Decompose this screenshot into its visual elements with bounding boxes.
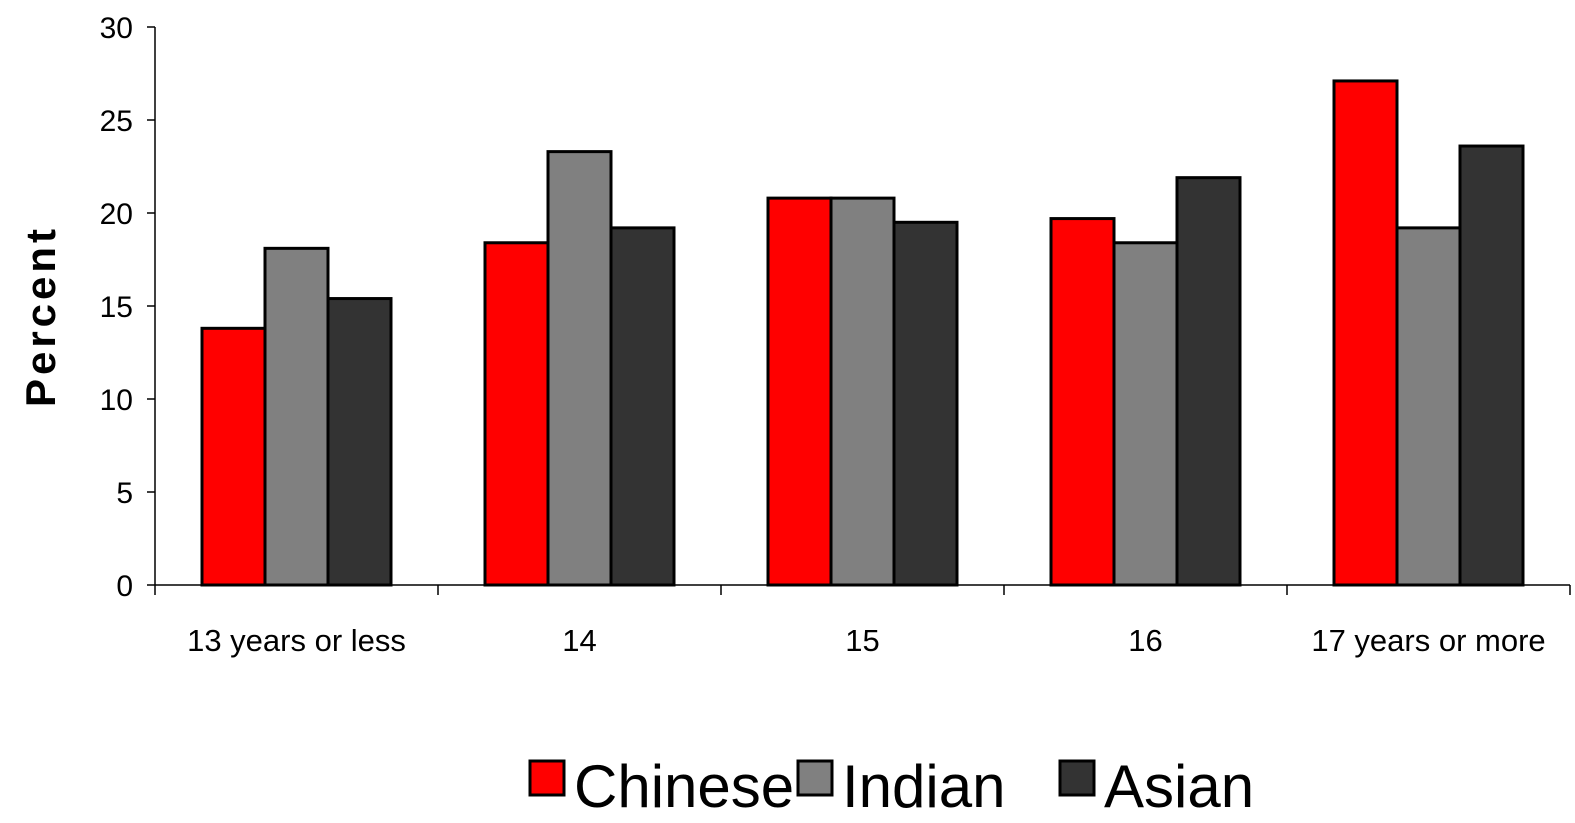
legend-label-indian: Indian (842, 753, 1005, 820)
y-tick-label: 5 (116, 477, 133, 510)
legend-label-asian: Asian (1104, 753, 1254, 820)
series-indian (263, 150, 1462, 587)
bar-chinese-3 (1049, 217, 1116, 587)
bar-asian-2 (892, 220, 959, 587)
bar-asian-3 (1175, 176, 1242, 587)
y-tick-label: 15 (100, 291, 133, 324)
bar-chinese-1 (483, 241, 550, 587)
bar-asian-1 (609, 226, 676, 587)
bar-indian-2 (829, 196, 896, 587)
bar-chinese-0 (200, 326, 267, 587)
y-tick-label: 30 (100, 12, 133, 45)
y-tick-label: 20 (100, 198, 133, 231)
legend-swatch-chinese (528, 759, 566, 797)
x-axis: 13 years or less 14 15 16 17 years or more (154, 584, 1571, 658)
legend-label-chinese: Chinese (574, 753, 794, 820)
bar-chinese-2 (766, 196, 833, 587)
bar-indian-3 (1112, 241, 1179, 587)
x-tick-label: 15 (845, 623, 879, 658)
y-tick-label: 0 (116, 570, 133, 603)
bar-indian-0 (263, 246, 330, 587)
x-tick-label: 13 years or less (187, 623, 406, 658)
bar-indian-1 (546, 150, 613, 587)
legend-swatch-asian (1058, 759, 1096, 797)
bar-asian-0 (326, 297, 393, 587)
series-chinese (200, 79, 1399, 587)
bar-chinese-4 (1332, 79, 1399, 587)
y-tick-label: 10 (100, 384, 133, 417)
y-axis-label: Percent (17, 225, 64, 407)
legend-swatch-indian (796, 759, 834, 797)
y-tick-label: 25 (100, 105, 133, 138)
x-tick-label: 16 (1128, 623, 1162, 658)
bar-indian-4 (1395, 226, 1462, 587)
y-axis: 0 5 10 15 20 25 30 (100, 12, 156, 603)
plot-area (200, 79, 1525, 587)
x-tick-label: 17 years or more (1311, 623, 1545, 658)
legend: Chinese Indian Asian (528, 753, 1254, 820)
bar-asian-4 (1458, 144, 1525, 587)
x-tick-label: 14 (562, 623, 596, 658)
